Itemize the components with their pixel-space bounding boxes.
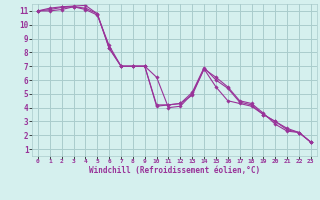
X-axis label: Windchill (Refroidissement éolien,°C): Windchill (Refroidissement éolien,°C) — [89, 166, 260, 175]
